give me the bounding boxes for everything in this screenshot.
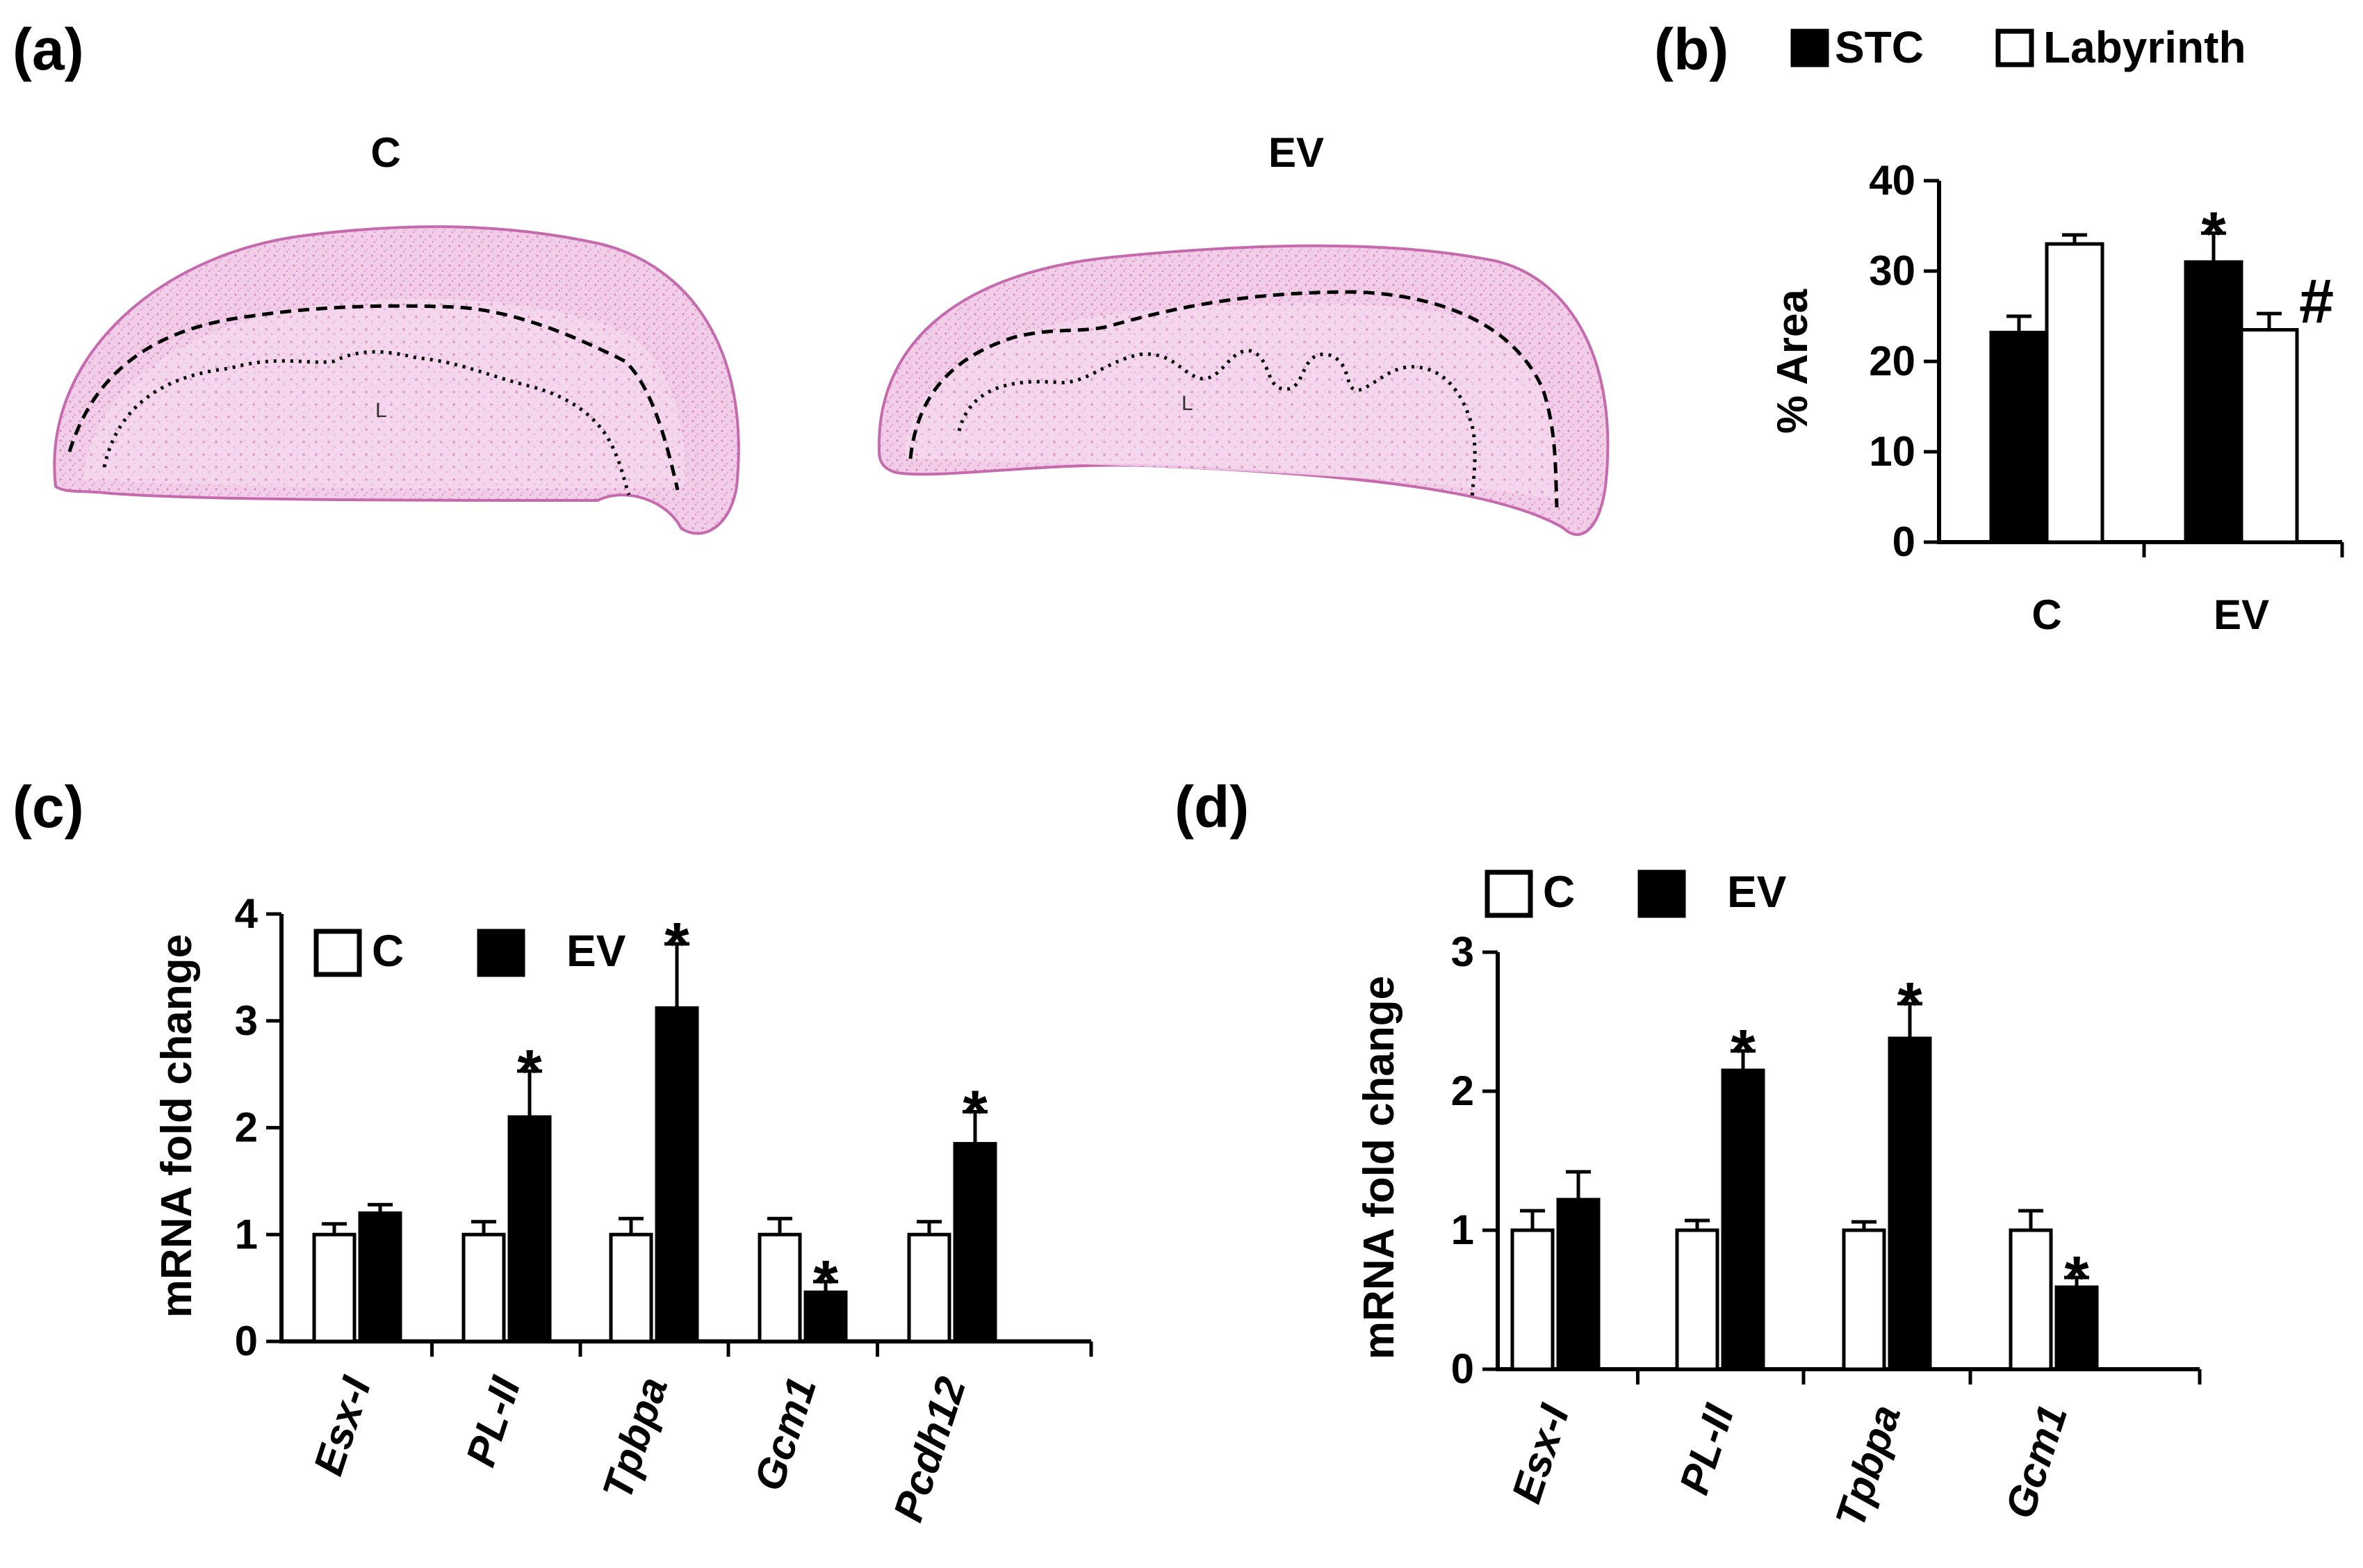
chart-d: 0 1 2 3 mRNA fold change Esx-I PL-II Tpbpa Gcm1 *… <box>1355 867 2202 1533</box>
bar <box>2054 1285 2099 1371</box>
legend-label: STC <box>1835 22 1924 72</box>
y-tick-label: 2 <box>1451 1068 1474 1114</box>
micrograph-c-label: C <box>370 129 400 176</box>
bar <box>907 1232 951 1344</box>
y-tick-label: 1 <box>1451 1207 1474 1253</box>
significance-marker: * <box>1897 970 1922 1040</box>
panel-label-d: (d) <box>1175 774 1249 840</box>
significance-marker: * <box>517 1038 541 1107</box>
micrograph-ev-image: L <box>877 244 1610 536</box>
significance-marker: * <box>1731 1018 1755 1087</box>
category-label: Esx-I <box>1503 1398 1578 1508</box>
bar <box>953 1142 997 1344</box>
micrograph-ev-region-label: L <box>1182 392 1193 415</box>
category-label: Pcdh12 <box>885 1371 975 1527</box>
category-label: PL-II <box>457 1371 529 1472</box>
bar <box>312 1232 357 1344</box>
bar <box>1510 1228 1555 1371</box>
micrograph-c-image: L <box>53 225 740 535</box>
bar <box>1888 1036 1932 1371</box>
bar <box>461 1232 506 1344</box>
category-label: PL-II <box>1670 1398 1742 1500</box>
category-label: Esx-I <box>304 1371 379 1480</box>
y-tick-label: 0 <box>1892 518 1915 565</box>
significance-marker: # <box>2299 268 2334 337</box>
bar <box>2009 1228 2053 1371</box>
bar <box>1721 1068 1765 1371</box>
legend-label: Labyrinth <box>2043 22 2246 72</box>
y-tick-label: 10 <box>1869 428 1915 475</box>
bar <box>1989 330 2049 544</box>
bar <box>1675 1228 1719 1371</box>
micrograph-c-region-label: L <box>375 399 387 422</box>
panel-label-a: (a) <box>13 17 84 82</box>
bar <box>655 1006 699 1344</box>
significance-marker: * <box>2064 1244 2088 1314</box>
panel-label-c: (c) <box>13 774 84 840</box>
chart-c: 0 1 2 3 4 mRNA fold change Esx-I PL-II Tpbpa Gcm1… <box>153 890 1093 1527</box>
y-tick-label: 0 <box>235 1318 258 1364</box>
bar <box>803 1290 848 1344</box>
y-tick-label: 40 <box>1869 157 1915 204</box>
category-label: Gcm1 <box>1996 1399 2076 1524</box>
category-label: Tpbpa <box>594 1371 676 1505</box>
bar <box>358 1211 402 1344</box>
legend-swatch <box>313 929 362 977</box>
category-label: Gcm1 <box>745 1371 825 1496</box>
bar <box>1842 1228 1886 1371</box>
significance-marker: * <box>2201 199 2225 269</box>
legend-swatch <box>1790 28 1829 67</box>
legend-swatch <box>1485 869 1533 918</box>
panel-label-b: (b) <box>1654 17 1728 82</box>
y-tick-label: 4 <box>235 890 259 937</box>
significance-marker: * <box>813 1248 837 1318</box>
legend-swatch <box>1995 28 2034 67</box>
legend-label: C <box>372 926 404 976</box>
y-tick-label: 30 <box>1869 247 1915 294</box>
category-label: EV <box>2214 591 2269 638</box>
y-axis-title: mRNA fold change <box>1355 976 1403 1359</box>
y-tick-label: 3 <box>1451 929 1474 975</box>
significance-marker: * <box>963 1078 987 1148</box>
bar <box>609 1232 653 1344</box>
y-tick-label: 2 <box>235 1104 258 1151</box>
category-label: Tpbpa <box>1826 1399 1909 1533</box>
y-tick-label: 1 <box>235 1211 258 1257</box>
bar <box>2184 260 2243 544</box>
bar <box>2239 328 2299 544</box>
legend-swatch <box>1637 869 1686 918</box>
y-axis-title: mRNA fold change <box>153 934 201 1318</box>
bar <box>507 1115 552 1344</box>
category-label: C <box>2031 591 2061 638</box>
bar <box>1556 1198 1601 1371</box>
legend-label: EV <box>566 926 626 976</box>
panel-a-micrographs: C EV L L <box>53 129 1610 536</box>
y-tick-label: 3 <box>235 997 258 1044</box>
bar <box>758 1232 802 1344</box>
legend-label: EV <box>1727 867 1787 917</box>
y-tick-label: 0 <box>1451 1346 1474 1392</box>
legend-swatch <box>477 929 525 977</box>
legend-label: C <box>1543 867 1575 917</box>
micrograph-ev-label: EV <box>1268 129 1324 176</box>
significance-marker: * <box>664 910 689 980</box>
bar <box>2045 242 2104 544</box>
chart-b: 0 10 20 30 40 % Area C EV * # STC Labyrinth <box>1769 22 2344 638</box>
y-tick-label: 20 <box>1869 338 1915 384</box>
y-axis-title: % Area <box>1769 289 1817 434</box>
